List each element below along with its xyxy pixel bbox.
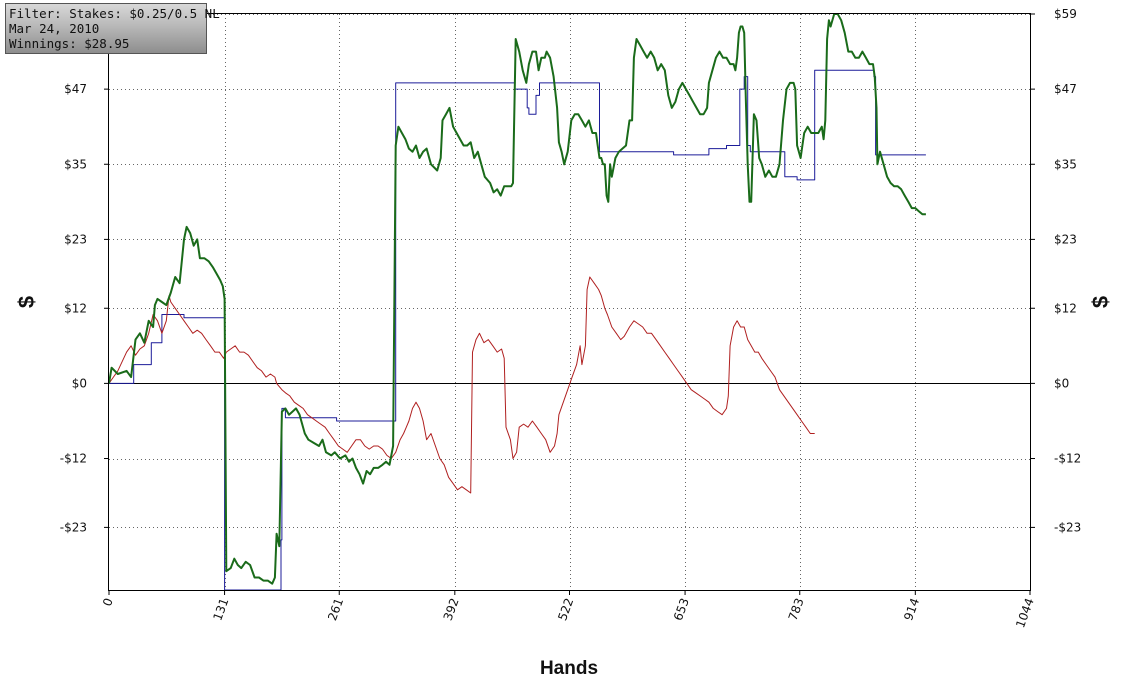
y-axis-title-right: $ <box>1088 296 1113 308</box>
series-line-red <box>108 276 815 494</box>
winnings-label: Winnings: $28.95 <box>9 36 130 51</box>
y-axis-title-left: $ <box>14 296 39 308</box>
y-tick-label: $12 <box>64 301 87 315</box>
series-line-green <box>108 13 926 585</box>
x-axis-title: Hands <box>540 658 598 679</box>
gridlines <box>109 14 1030 590</box>
y-tick-label: $23 <box>1054 232 1077 246</box>
y-tick-label: $35 <box>1054 157 1077 171</box>
series-layer <box>108 13 926 591</box>
info-box: Filter: Stakes: $0.25/0.5 NL Mar 24, 201… <box>5 3 220 54</box>
y-tick-label: -$12 <box>1054 452 1081 466</box>
y-ticks-right: $59 $47 $35 $23 $12 $0 -$12 -$23 <box>1030 7 1081 534</box>
y-tick-label: $0 <box>1054 376 1069 390</box>
y-tick-label: -$12 <box>60 452 87 466</box>
x-tick-label: 0 <box>100 596 116 608</box>
y-tick-label: $0 <box>72 376 87 390</box>
y-tick-label: $35 <box>64 157 87 171</box>
series-line-blue <box>109 69 926 591</box>
y-tick-label: $23 <box>64 232 87 246</box>
y-tick-label: -$23 <box>60 520 87 534</box>
y-tick-label: $59 <box>1054 7 1077 21</box>
filter-label: Filter: Stakes: $0.25/0.5 NL <box>9 6 220 21</box>
date-label: Mar 24, 2010 <box>9 21 100 36</box>
y-tick-label: $47 <box>1054 82 1077 96</box>
y-tick-label: $47 <box>64 82 87 96</box>
y-tick-label: -$23 <box>1054 520 1081 534</box>
y-tick-label: $12 <box>1054 301 1077 315</box>
